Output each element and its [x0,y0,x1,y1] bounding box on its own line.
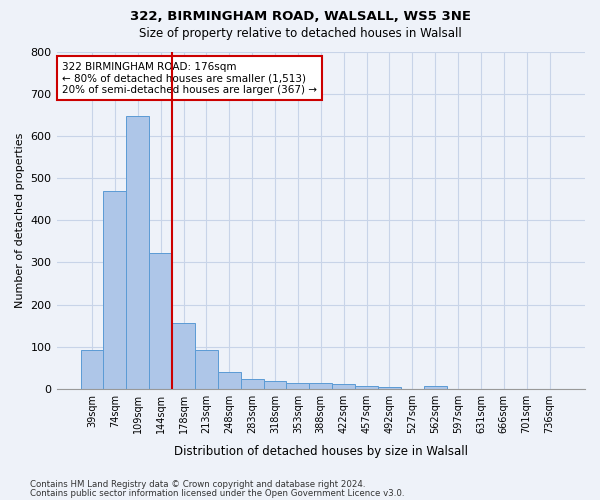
Text: Size of property relative to detached houses in Walsall: Size of property relative to detached ho… [139,28,461,40]
Bar [195,350,218,389]
Bar [332,384,355,389]
Text: Contains public sector information licensed under the Open Government Licence v3: Contains public sector information licen… [30,489,404,498]
Text: Contains HM Land Registry data © Crown copyright and database right 2024.: Contains HM Land Registry data © Crown c… [30,480,365,489]
Bar [424,386,446,389]
Bar [378,387,401,389]
X-axis label: Distribution of detached houses by size in Walsall: Distribution of detached houses by size … [174,444,468,458]
Bar [103,190,127,389]
Bar [80,350,103,389]
Bar [127,116,149,389]
Bar [263,382,286,389]
Bar [172,323,195,389]
Text: 322 BIRMINGHAM ROAD: 176sqm
← 80% of detached houses are smaller (1,513)
20% of : 322 BIRMINGHAM ROAD: 176sqm ← 80% of det… [62,62,317,95]
Bar [355,386,378,389]
Bar [286,383,310,389]
Bar [310,383,332,389]
Y-axis label: Number of detached properties: Number of detached properties [15,132,25,308]
Bar [149,253,172,389]
Text: 322, BIRMINGHAM ROAD, WALSALL, WS5 3NE: 322, BIRMINGHAM ROAD, WALSALL, WS5 3NE [130,10,470,23]
Bar [241,380,263,389]
Bar [218,372,241,389]
